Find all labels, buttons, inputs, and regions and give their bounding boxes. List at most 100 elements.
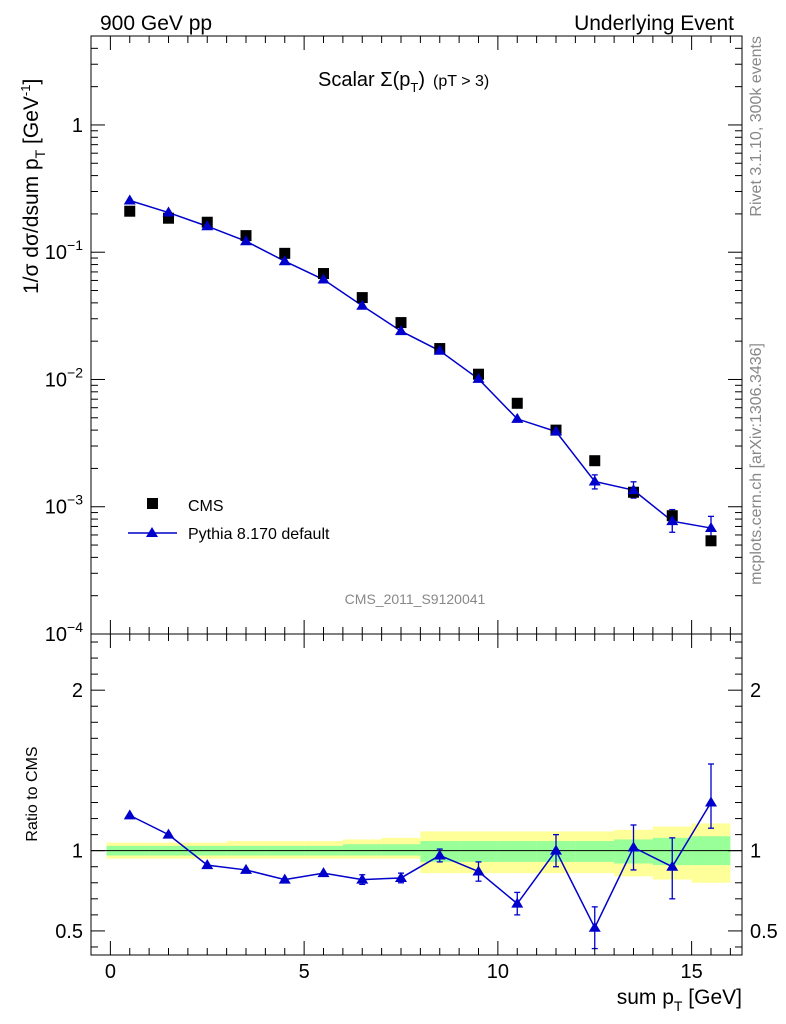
legend-cms-label: CMS bbox=[188, 498, 224, 515]
data-point bbox=[163, 212, 174, 224]
ratio-point bbox=[511, 897, 524, 908]
ratio-point bbox=[201, 859, 214, 870]
ratio-marks bbox=[91, 763, 742, 950]
mc-point bbox=[201, 220, 214, 231]
ratio-point bbox=[588, 921, 601, 932]
ratio-ylabel: Ratio to CMS bbox=[24, 746, 41, 841]
mc-point bbox=[666, 515, 679, 526]
mc-point bbox=[588, 475, 601, 486]
main-title: Scalar Σ(pT) (pT > 3) bbox=[318, 69, 489, 95]
ratio-ticks: 0.5 0.5 1 1 2 2 0 5 10 15 bbox=[55, 634, 778, 983]
title-close: ) bbox=[418, 69, 425, 91]
mc-line bbox=[129, 199, 712, 529]
mc-point bbox=[240, 235, 252, 246]
legend-cms-marker bbox=[147, 498, 158, 509]
title-sub: T bbox=[410, 80, 418, 95]
ytick-base: 10 bbox=[45, 242, 67, 264]
data-point bbox=[511, 397, 523, 409]
mc-point bbox=[433, 344, 446, 355]
data-point bbox=[124, 205, 136, 217]
main-frame bbox=[90, 35, 743, 635]
analysis-watermark: CMS_2011_S9120041 bbox=[345, 591, 486, 607]
band-inner bbox=[342, 844, 382, 856]
ytick-exp: −3 bbox=[67, 492, 83, 508]
main-marks bbox=[123, 194, 717, 547]
ytick-base: 10 bbox=[45, 497, 67, 519]
mc-point bbox=[317, 273, 330, 284]
mc-point bbox=[395, 325, 407, 336]
ratio-point bbox=[395, 871, 407, 882]
ratio-frame bbox=[90, 633, 743, 956]
mc-point bbox=[278, 255, 291, 266]
legend: CMS Pythia 8.170 default bbox=[128, 498, 330, 543]
ratio-point bbox=[162, 828, 175, 839]
ratio-panel: 0.5 0.5 1 1 2 2 0 5 10 15 Ratio to CMS sum pT [Ge… bbox=[24, 633, 778, 1014]
band-inner bbox=[459, 841, 498, 862]
data-point bbox=[589, 455, 601, 467]
ylabel-unit: [GeV bbox=[20, 96, 43, 150]
ytick-exp: −2 bbox=[67, 364, 83, 380]
legend-mc-marker bbox=[146, 527, 158, 537]
mc-point bbox=[627, 484, 640, 495]
ylabel-sub: T bbox=[32, 149, 48, 158]
band-inner bbox=[497, 841, 537, 862]
mc-point bbox=[356, 299, 369, 310]
ratio-point bbox=[356, 873, 369, 884]
header-right: Underlying Event bbox=[574, 12, 734, 35]
band-inner bbox=[381, 844, 421, 856]
main-ytick-label: 10−4 bbox=[45, 619, 83, 646]
main-ytick-label: 10−1 bbox=[45, 237, 83, 264]
header-left: 900 GeV pp bbox=[100, 12, 212, 35]
main-ytick-label: 10−3 bbox=[45, 492, 83, 519]
ylabel-sup: -1 bbox=[18, 85, 33, 97]
ylabel-main: 1/σ dσ/dsum p bbox=[20, 158, 43, 294]
mcplots-info: mcplots.cern.ch [arXiv:1306.3436] bbox=[748, 343, 765, 585]
ratio-point bbox=[550, 844, 562, 855]
ratio-point bbox=[317, 867, 330, 878]
ytick-base: 10 bbox=[45, 369, 67, 391]
data-point bbox=[356, 292, 368, 304]
ratio-point bbox=[627, 841, 640, 852]
rivet-info: Rivet 3.1.10, 300k events bbox=[748, 36, 765, 217]
ratio-xtick-label: 5 bbox=[299, 961, 310, 983]
mc-point bbox=[162, 206, 175, 217]
mc-point bbox=[511, 412, 524, 423]
ylabel-close: ] bbox=[20, 79, 43, 85]
mc-point bbox=[705, 522, 717, 533]
ratio-point bbox=[666, 860, 679, 871]
xlabel-main: sum p bbox=[617, 986, 674, 1009]
ratio-point bbox=[705, 796, 717, 807]
ytick-exp: −4 bbox=[67, 619, 83, 635]
main-panel: 110−110−210−310−4 Scalar Σ(pT) (pT > 3) 1… bbox=[18, 35, 743, 646]
ratio-ytick-label-left: 2 bbox=[72, 680, 83, 702]
mc-point bbox=[123, 194, 136, 205]
title-cut: (pT > 3) bbox=[433, 73, 489, 90]
band-inner bbox=[575, 841, 615, 862]
ratio-xlabel: sum pT [GeV] bbox=[617, 986, 742, 1014]
main-ticks: 110−110−210−310−4 bbox=[45, 35, 742, 646]
ratio-point bbox=[472, 865, 485, 876]
xlabel-unit: [GeV] bbox=[682, 986, 742, 1009]
ytick-base: 10 bbox=[45, 624, 67, 646]
ratio-point bbox=[123, 809, 136, 820]
ratio-point bbox=[240, 863, 252, 874]
ratio-ytick-label-right: 0.5 bbox=[750, 921, 778, 943]
title-main: Scalar Σ(p bbox=[318, 69, 410, 91]
mc-point bbox=[550, 425, 562, 436]
data-point bbox=[395, 317, 407, 329]
main-ytick-label: 1 bbox=[72, 115, 83, 137]
ratio-point bbox=[278, 873, 291, 884]
ratio-point bbox=[433, 849, 446, 860]
ytick-exp: −1 bbox=[67, 237, 83, 253]
data-point bbox=[279, 247, 291, 259]
ratio-xtick-label: 15 bbox=[681, 961, 703, 983]
ratio-xtick-label: 0 bbox=[105, 961, 116, 983]
main-ylabel: 1/σ dσ/dsum pT [GeV-1] bbox=[18, 79, 48, 294]
ratio-ytick-label-right: 2 bbox=[750, 680, 761, 702]
ratio-xtick-label: 10 bbox=[487, 961, 509, 983]
main-ytick-label: 10−2 bbox=[45, 364, 83, 391]
ratio-line bbox=[129, 802, 712, 930]
xlabel-sub: T bbox=[674, 998, 683, 1014]
